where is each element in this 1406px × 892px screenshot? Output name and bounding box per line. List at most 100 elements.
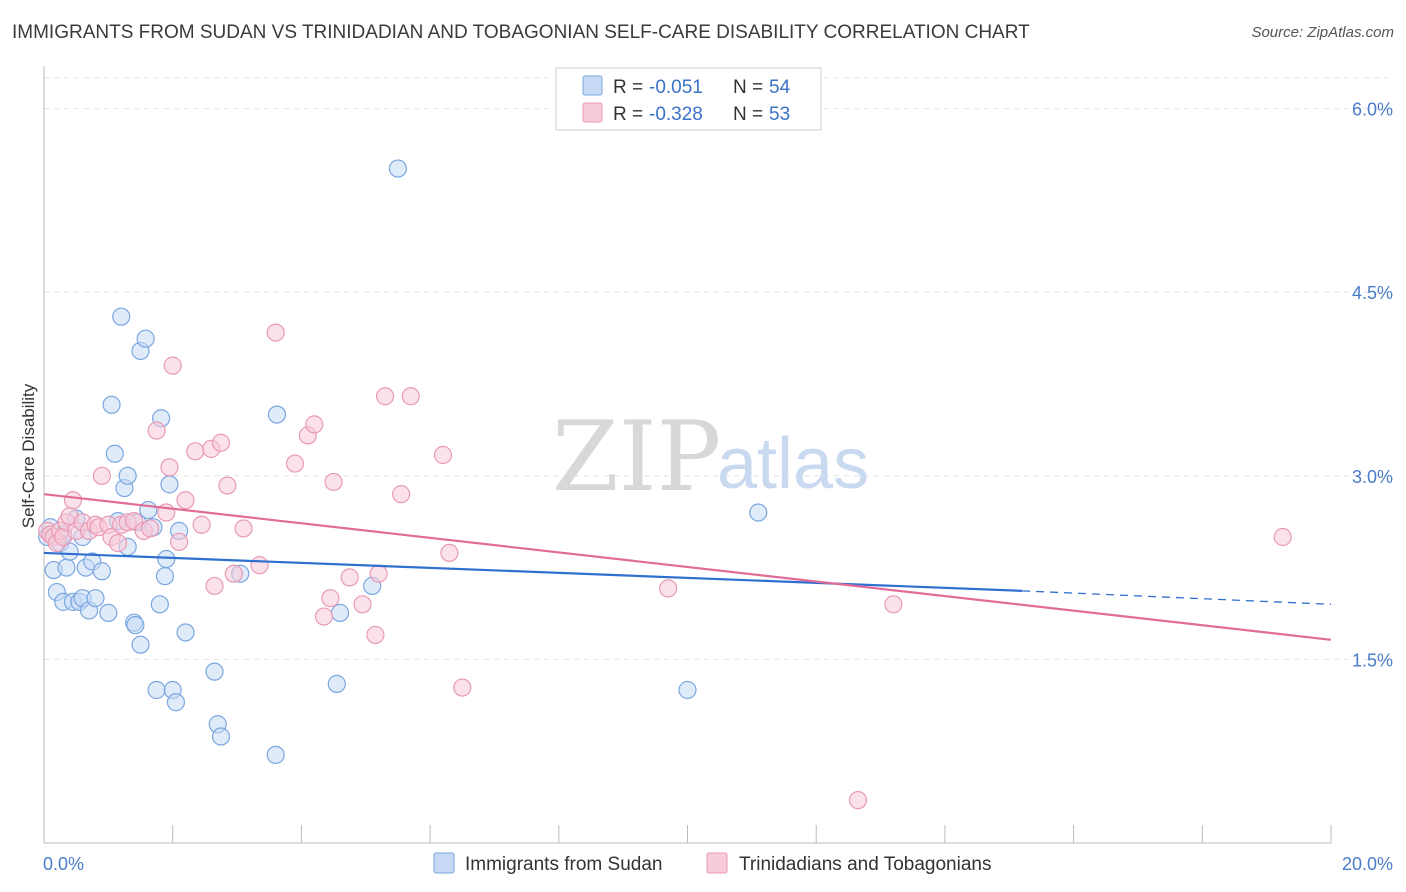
tick-labels: 1.5% 3.0% 4.5% 6.0% 0.0% 20.0% [43, 100, 1393, 874]
sudan-point [139, 500, 158, 520]
sudan-point [678, 680, 697, 700]
bottom-legend-swatch-trinidad [706, 852, 728, 874]
trinidad-trend-line [43, 493, 1332, 641]
trinidad-point [63, 491, 83, 510]
trinidad-point [234, 519, 253, 538]
legend: R = -0.051 N = 54 R = -0.328 N = 53 [555, 67, 822, 131]
trinidad-point [369, 564, 388, 583]
trinidad-point [321, 589, 340, 608]
sudan-point [136, 329, 155, 348]
trinidad-point [218, 476, 237, 495]
trinidad-point [211, 433, 231, 452]
trinidad-point [141, 519, 160, 538]
trend-lines [43, 493, 1332, 641]
data-points [38, 159, 1292, 810]
y-axis-title: Self-Care Disability [19, 383, 38, 528]
sudan-point [749, 503, 768, 522]
sudan-point [131, 635, 150, 654]
sudan-trend-extension [1022, 590, 1332, 605]
sudan-point [155, 567, 175, 586]
trinidad-point [205, 576, 224, 596]
watermark-atlas: atlas [717, 424, 869, 504]
trinidad-point [324, 472, 343, 492]
trinidad-point [176, 491, 195, 510]
trinidad-point [848, 791, 868, 810]
sudan-point [166, 693, 186, 712]
legend-r-label-trinidad: R = [613, 104, 643, 125]
sudan-point [105, 444, 124, 463]
legend-r-value-sudan: -0.051 [649, 77, 703, 98]
bottom-legend-swatch-sudan [433, 852, 455, 874]
y-tick-label: 6.0% [1352, 100, 1393, 120]
bottom-legend-label-trinidad: Trinidadians and Tobagonians [739, 854, 991, 875]
trinidad-point [266, 323, 285, 342]
sudan-point [211, 727, 231, 746]
sudan-point [388, 159, 408, 178]
trinidad-point [433, 445, 453, 465]
trinidad-point [160, 458, 179, 477]
sudan-point [150, 595, 169, 614]
sudan-point [112, 307, 131, 326]
legend-n-value-trinidad: 53 [769, 104, 790, 125]
axes [43, 66, 1332, 844]
legend-r-label-sudan: R = [613, 77, 643, 98]
trinidad-point [186, 442, 205, 461]
trinidad-point [224, 564, 243, 583]
x-tick-label: 0.0% [43, 854, 84, 874]
trinidad-point [366, 625, 385, 645]
legend-n-label-trinidad: N = [733, 104, 763, 125]
trinidad-point [353, 595, 372, 614]
sudan-point [176, 623, 195, 642]
trinidad-point [108, 534, 128, 553]
trinidad-point [163, 356, 182, 375]
trinidad-point [340, 568, 359, 587]
y-tick-label: 3.0% [1352, 467, 1393, 487]
trinidad-point [305, 415, 324, 434]
y-tick-label: 1.5% [1352, 650, 1393, 670]
sudan-point [57, 558, 76, 577]
bottom-legend: Immigrants from Sudan Trinidadians and T… [433, 852, 991, 875]
sudan-point [99, 603, 118, 622]
watermark-zip: ZIP [552, 401, 721, 513]
sudan-point [118, 466, 137, 485]
y-tick-label: 4.5% [1352, 283, 1393, 303]
sudan-point [147, 680, 166, 700]
trinidad-point [285, 454, 305, 473]
trinidad-point [250, 556, 269, 575]
sudan-point [205, 662, 224, 681]
trinidad-point [192, 515, 211, 534]
x-tick-label: 20.0% [1342, 854, 1393, 874]
trinidad-point [392, 485, 411, 504]
sudan-point [86, 589, 105, 608]
watermark: ZIP atlas [552, 401, 869, 513]
chart-source: Source: ZipAtlas.com [1251, 24, 1394, 41]
sudan-point [160, 475, 179, 494]
sudan-point [157, 549, 176, 569]
sudan-point [92, 562, 112, 581]
trinidad-point [1273, 527, 1292, 547]
trinidad-point [147, 421, 166, 440]
sudan-point [102, 395, 121, 414]
legend-swatch-sudan [582, 75, 603, 96]
trinidad-point [884, 595, 903, 614]
trinidad-point [453, 678, 472, 697]
sudan-point [330, 603, 350, 622]
legend-n-value-sudan: 54 [769, 77, 791, 98]
trinidad-point [659, 579, 678, 598]
chart-title: IMMIGRANTS FROM SUDAN VS TRINIDADIAN AND… [12, 22, 1030, 43]
sudan-trend-line [43, 551, 1023, 592]
legend-r-value-trinidad: -0.328 [649, 104, 703, 125]
trinidad-point [440, 543, 459, 563]
sudan-point [266, 745, 285, 764]
trinidad-point [375, 387, 395, 406]
trinidad-point [170, 532, 189, 551]
bottom-legend-label-sudan: Immigrants from Sudan [465, 854, 662, 875]
sudan-point [267, 405, 287, 424]
sudan-point [327, 674, 346, 693]
legend-n-label-sudan: N = [733, 77, 763, 98]
sudan-point [126, 616, 145, 635]
trinidad-point [92, 466, 112, 485]
legend-swatch-trinidad [582, 102, 603, 123]
trinidad-point [314, 607, 334, 626]
